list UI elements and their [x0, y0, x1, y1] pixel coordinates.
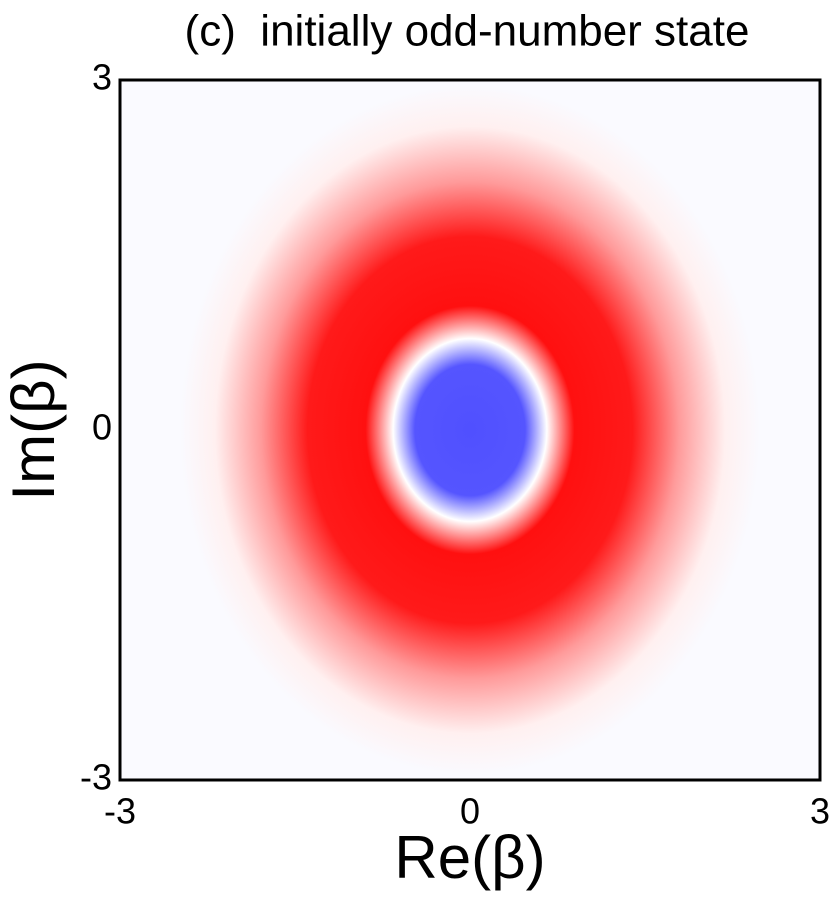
- x-tick-label: 3: [810, 791, 830, 832]
- chart-title: (c) initially odd-number state: [185, 7, 750, 56]
- y-tick-label: -3: [80, 757, 112, 798]
- x-tick-label: -3: [104, 791, 136, 832]
- x-tick-label: 0: [460, 791, 480, 832]
- density-field: [180, 85, 760, 775]
- y-tick-label: 3: [92, 57, 112, 98]
- y-axis-label: Im(β): [0, 359, 67, 500]
- y-tick-label: 0: [92, 407, 112, 448]
- x-axis-label: Re(β): [394, 824, 545, 891]
- plot-frame: [118, 78, 822, 782]
